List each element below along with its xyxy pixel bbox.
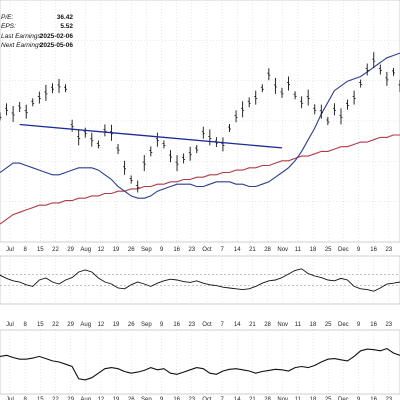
stat-value-last-earnings: 2025-02-06 xyxy=(39,32,73,40)
short-moving-average-line xyxy=(0,52,400,199)
x-tick-label: 16 xyxy=(370,247,377,253)
x-tick-label: 25 xyxy=(325,247,332,253)
x-tick-label-mid: 25 xyxy=(325,322,332,328)
breadth-line xyxy=(0,347,400,381)
x-tick-label-mid: 12 xyxy=(98,322,105,328)
stat-label-next-earnings: Next Earnings: xyxy=(1,42,44,50)
x-tick-label-mid: Sep xyxy=(141,322,152,328)
x-tick-label: 18 xyxy=(310,247,317,253)
stat-value-pe: 36.42 xyxy=(56,14,73,21)
x-tick-label: Aug xyxy=(80,247,91,253)
x-tick-label: Nov xyxy=(277,247,288,253)
x-tick-label-mid: 19 xyxy=(113,322,120,328)
x-tick-label-mid: 11 xyxy=(295,322,302,328)
x-tick-label-mid: 23 xyxy=(188,322,195,328)
x-tick-label: 7 xyxy=(220,247,224,253)
stat-value-eps: 5.52 xyxy=(60,23,73,31)
x-tick-label-mid: 9 xyxy=(160,322,164,328)
x-tick-label-mid: 22 xyxy=(52,322,59,328)
x-tick-label-mid: 14 xyxy=(234,322,241,328)
stat-label-last-earnings: Last Earnings: xyxy=(1,32,43,40)
x-tick-label-mid: Oct xyxy=(202,322,212,328)
x-tick-label-mid: 9 xyxy=(357,322,361,328)
x-tick-label: Sep xyxy=(141,247,152,253)
x-tick-label: 16 xyxy=(173,247,180,253)
x-tick-label: 26 xyxy=(128,247,135,253)
x-tick-label: 14 xyxy=(234,247,241,253)
stat-row-last-earnings: Last Earnings: 2025-02-06 xyxy=(1,32,73,41)
x-tick-label-mid: Nov xyxy=(277,322,288,328)
x-tick-label-mid: 18 xyxy=(310,322,317,328)
x-tick-label: 11 xyxy=(295,247,302,253)
x-tick-label: 19 xyxy=(113,247,120,253)
x-tick-label: 8 xyxy=(23,247,27,253)
x-tick-label-mid: 8 xyxy=(23,322,27,328)
x-tick-label-mid: 16 xyxy=(173,322,180,328)
x-tick-label: 9 xyxy=(357,247,361,253)
breadth-panel-frame xyxy=(0,329,400,395)
stat-label-eps: EPS: xyxy=(1,23,16,31)
x-tick-label-mid: 15 xyxy=(37,322,44,328)
stat-value-next-earnings: 2025-05-06 xyxy=(39,42,73,50)
x-tick-label: 21 xyxy=(249,247,256,253)
x-tick-label: Jul xyxy=(6,247,14,253)
stat-row-pe: P/E: 36.42 xyxy=(1,13,73,22)
x-tick-label-mid: 28 xyxy=(264,322,271,328)
x-tick-label: 23 xyxy=(385,247,392,253)
x-tick-label-mid: 29 xyxy=(67,322,74,328)
x-tick-label-mid: Aug xyxy=(80,322,91,328)
x-tick-label: 28 xyxy=(264,247,271,253)
x-tick-label: Oct xyxy=(202,247,212,253)
x-tick-label: 12 xyxy=(98,247,105,253)
x-tick-label: 22 xyxy=(52,247,59,253)
x-tick-label-mid: Dec xyxy=(338,322,349,328)
long-moving-average-line xyxy=(0,134,400,225)
x-tick-label: 15 xyxy=(37,247,44,253)
x-tick-label: 23 xyxy=(188,247,195,253)
x-tick-label-mid: 26 xyxy=(128,322,135,328)
x-tick-label-mid: 23 xyxy=(385,322,392,328)
x-tick-label: 29 xyxy=(67,247,74,253)
x-tick-label-mid: 7 xyxy=(220,322,224,328)
x-tick-label: Dec xyxy=(338,247,349,253)
x-tick-label-mid: 16 xyxy=(370,322,377,328)
price-panel-frame xyxy=(0,0,400,243)
stat-row-next-earnings: Next Earnings: 2025-05-06 xyxy=(1,41,73,50)
x-tick-label-mid: Jul xyxy=(6,322,14,328)
x-tick-label: 9 xyxy=(160,247,164,253)
trendline xyxy=(19,123,283,149)
momentum-panel-frame xyxy=(0,255,400,305)
stat-label-pe: P/E: xyxy=(1,14,14,21)
momentum-line xyxy=(0,268,400,292)
stat-row-eps: EPS: 5.52 xyxy=(1,22,73,31)
stock-stats-box: P/E: 36.42 EPS: 5.52 Last Earnings: 2025… xyxy=(1,13,73,51)
x-tick-label-mid: 21 xyxy=(249,322,256,328)
